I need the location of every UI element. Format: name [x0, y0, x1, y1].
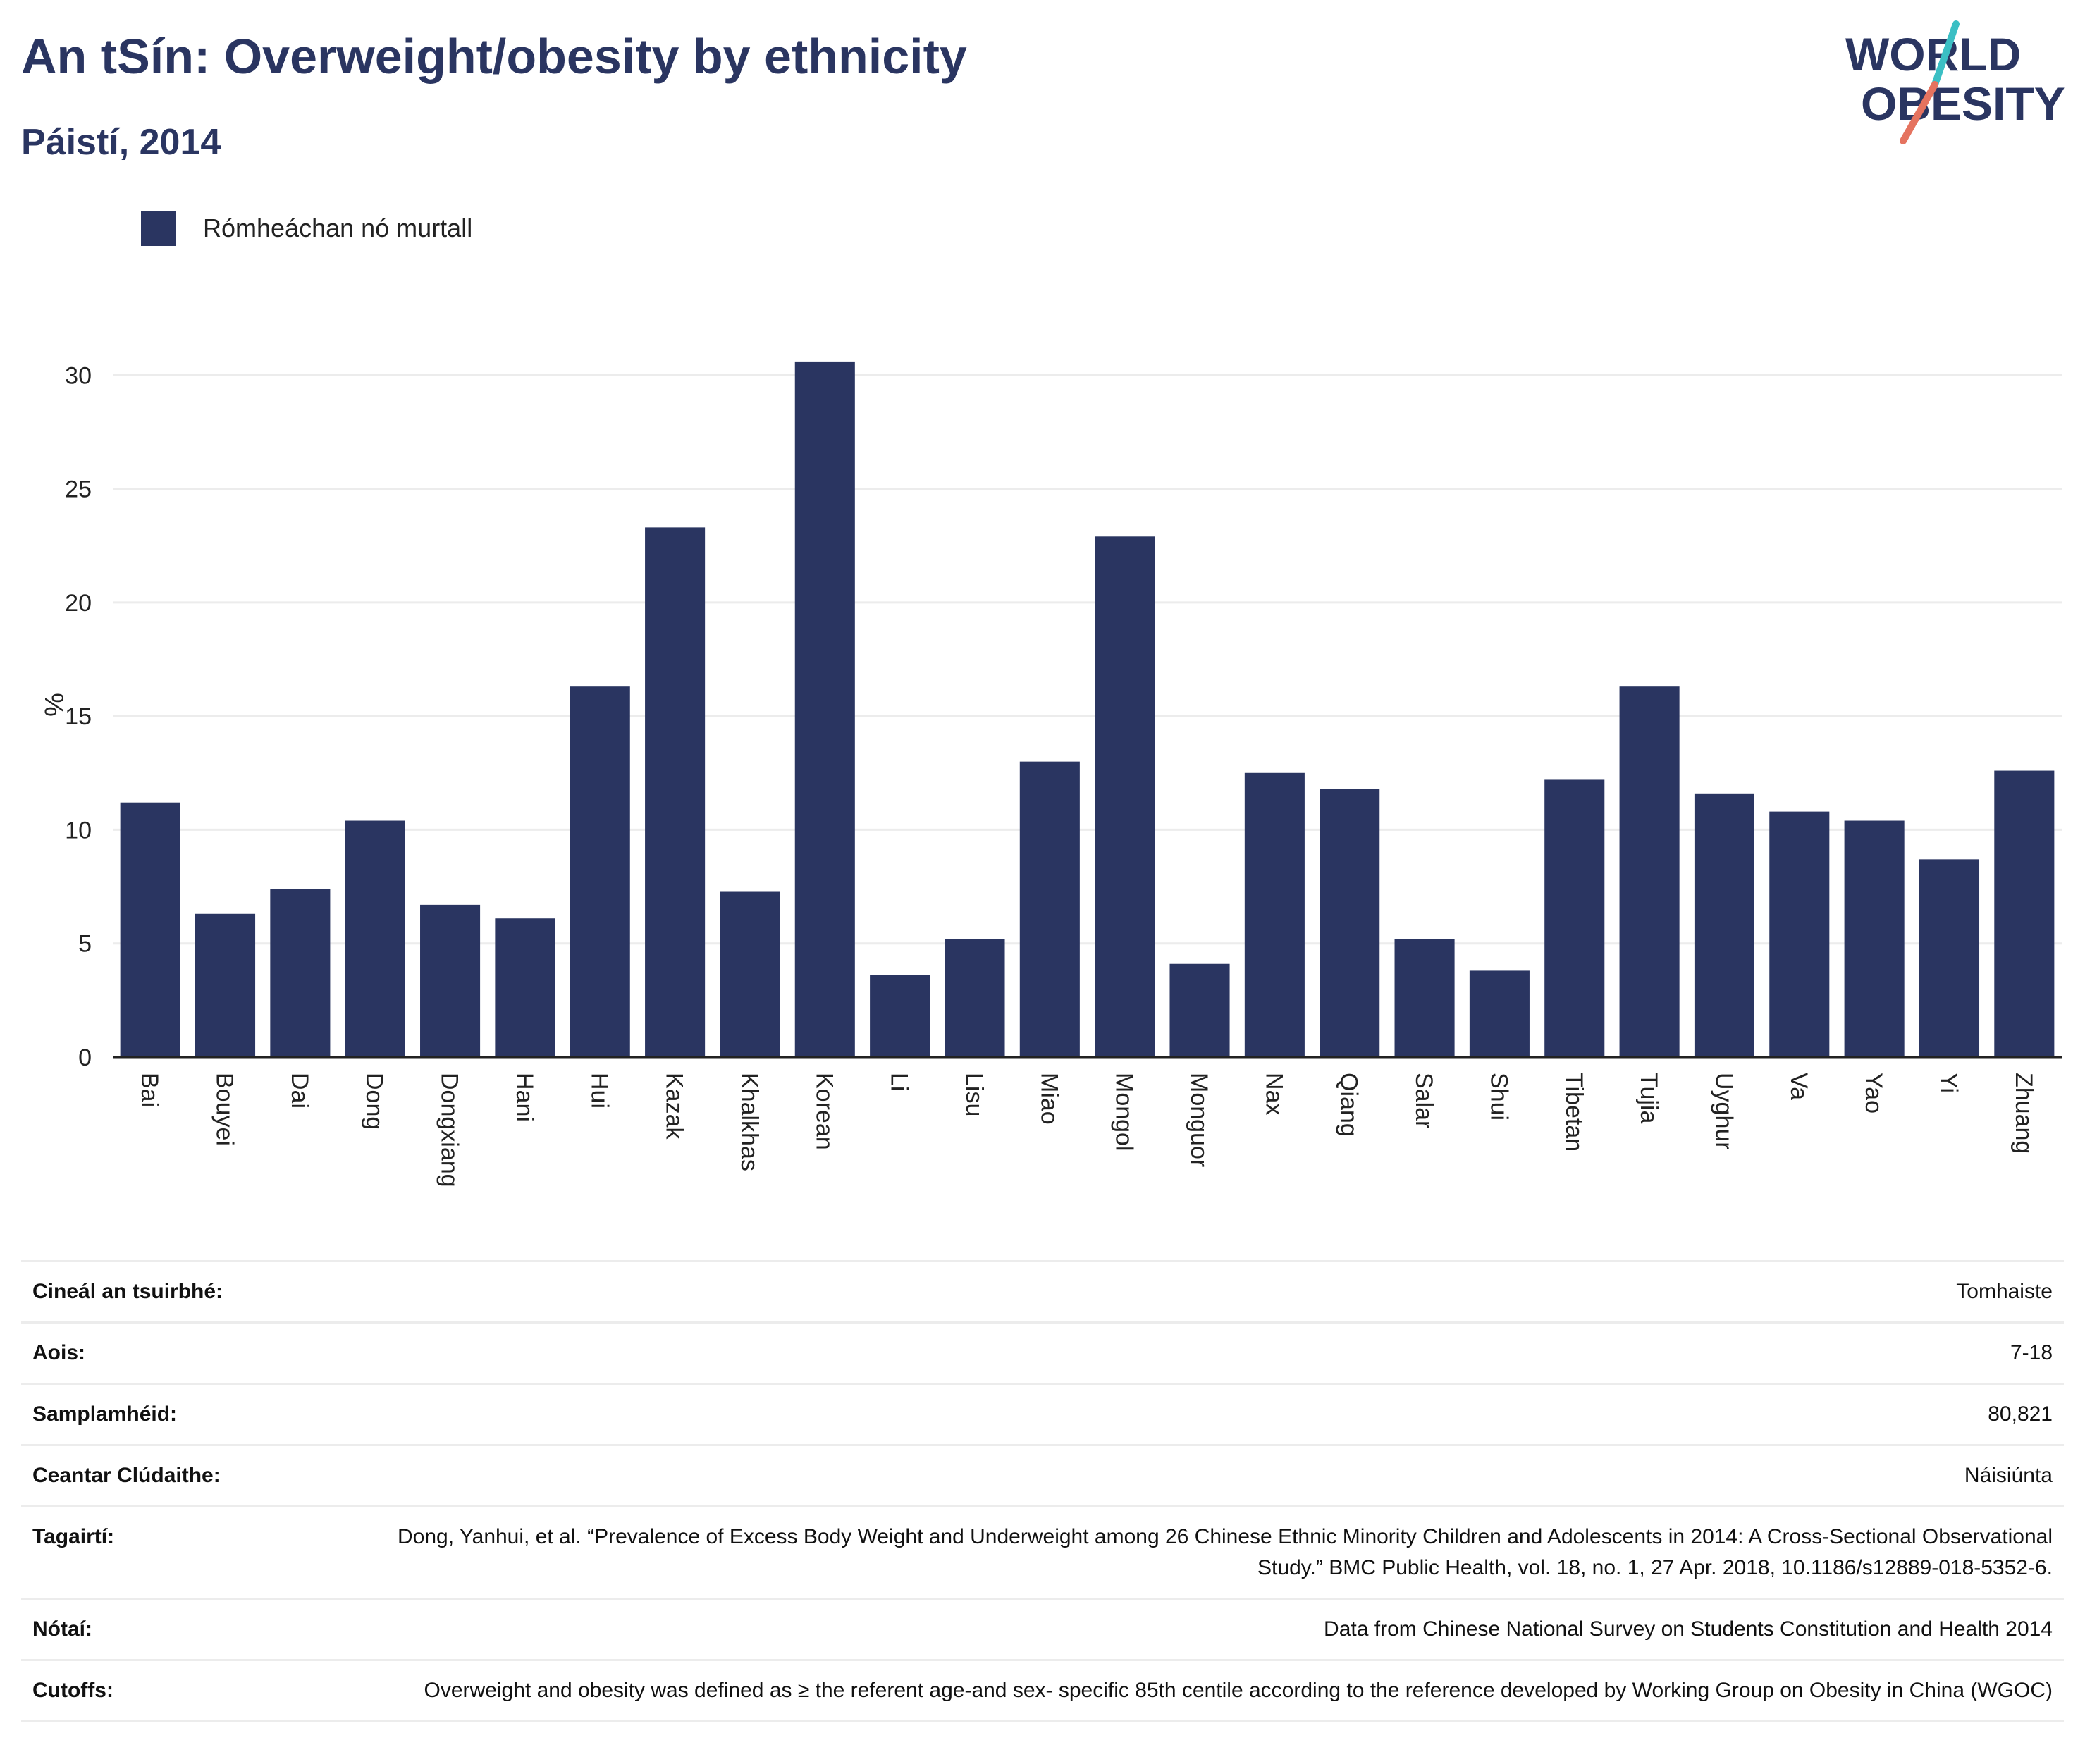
bar-khalkhas: [720, 891, 780, 1057]
chart-subtitle: Páistí, 2014: [21, 122, 221, 163]
info-value: Data from Chinese National Survey on Stu…: [340, 1598, 2064, 1660]
x-tick-label: Bai: [136, 1073, 163, 1107]
bar-dongxiang: [420, 904, 481, 1057]
bar-chart: 0 5 10 15 20 25 30% Bai Bouyei Dai Dong Dongxiang Ha…: [39, 361, 2062, 1188]
logo-text-world: WORLD: [1845, 28, 2021, 80]
info-value: 80,821: [340, 1383, 2064, 1445]
bar-kazak: [645, 527, 706, 1057]
bar-lisu: [945, 939, 1005, 1057]
info-label: Ceantar Clúdaithe:: [21, 1444, 340, 1507]
bar-korean: [794, 361, 855, 1057]
x-tick-label: Yi: [1935, 1073, 1962, 1093]
bar-yi: [1919, 859, 1980, 1057]
y-axis-label: %: [39, 693, 68, 717]
bar-tibetan: [1544, 779, 1605, 1057]
logo-slash-coral: [1900, 81, 1938, 144]
y-tick-label: 0: [78, 1044, 92, 1071]
bar-dong: [345, 820, 405, 1057]
x-tick-label: Shui: [1485, 1073, 1512, 1121]
x-tick-label: Bouyei: [211, 1073, 238, 1146]
x-tick-label: Dongxiang: [436, 1073, 463, 1188]
info-label: Samplamhéid:: [21, 1383, 340, 1445]
info-value: Tomhaiste: [340, 1260, 2064, 1323]
bar-uyghur: [1694, 793, 1754, 1057]
bar-salar: [1394, 939, 1455, 1057]
y-tick-label: 15: [65, 703, 92, 730]
bar-yao: [1844, 820, 1905, 1057]
y-tick-label: 20: [65, 590, 92, 617]
bar-miao: [1019, 761, 1080, 1057]
legend-swatch: [141, 211, 176, 246]
x-tick-label: Khalkhas: [736, 1073, 763, 1171]
y-tick-label: 5: [78, 931, 92, 958]
info-label: Cineál an tsuirbhé:: [21, 1260, 340, 1323]
x-tick-label: Hui: [586, 1073, 613, 1109]
y-tick-label: 10: [65, 817, 92, 844]
x-tick-label: Li: [886, 1073, 913, 1091]
bar-mongol: [1095, 536, 1155, 1057]
info-value: 7-18: [340, 1321, 2064, 1384]
bar-hui: [570, 686, 630, 1057]
logo-text-obesity: OBESITY: [1861, 78, 2065, 130]
bar-li: [870, 975, 930, 1057]
x-tick-label: Dai: [286, 1073, 313, 1109]
info-label: Nótaí:: [21, 1598, 340, 1660]
x-tick-label: Qiang: [1336, 1073, 1363, 1137]
info-label: Tagairtí:: [21, 1505, 340, 1599]
bar-zhuang: [1994, 770, 2055, 1057]
x-tick-label: Uyghur: [1710, 1073, 1737, 1150]
x-tick-label: Miao: [1035, 1073, 1062, 1125]
info-row: Tagairtí: Dong, Yanhui, et al. “Prevalenc…: [21, 1505, 2064, 1599]
x-tick-label: Lisu: [961, 1073, 988, 1116]
x-tick-label: Zhuang: [2010, 1073, 2037, 1154]
bar-bai: [120, 802, 180, 1057]
info-row: Aois: 7-18: [21, 1321, 2064, 1384]
bar-shui: [1469, 970, 1530, 1057]
bar-bouyei: [195, 913, 256, 1057]
world-obesity-logo: WORLD OBESITY: [1845, 20, 2065, 144]
logo-slash-teal: [1931, 20, 1960, 88]
info-row: Cutoffs: Overweight and obesity was defin…: [21, 1659, 2064, 1722]
y-tick-label: 30: [65, 362, 92, 389]
bar-tujia: [1619, 686, 1680, 1057]
survey-info-table: Cineál an tsuirbhé: Tomhaiste Aois: 7-18 Sam…: [21, 1260, 2064, 1722]
bar-hani: [495, 918, 555, 1057]
x-tick-label: Tibetan: [1561, 1073, 1587, 1152]
legend-label: Rómheáchan nó murtall: [203, 214, 473, 242]
x-tick-label: Nax: [1260, 1073, 1287, 1115]
bar-monguor: [1169, 963, 1230, 1057]
x-tick-label: Monguor: [1186, 1073, 1212, 1167]
x-tick-label: Kazak: [661, 1073, 688, 1140]
info-row: Nótaí: Data from Chinese National Survey …: [21, 1598, 2064, 1660]
x-tick-label: Salar: [1410, 1073, 1437, 1128]
info-row: Cineál an tsuirbhé: Tomhaiste: [21, 1260, 2064, 1323]
x-tick-label: Yao: [1860, 1073, 1887, 1114]
info-value: Dong, Yanhui, et al. “Prevalence of Exce…: [340, 1505, 2064, 1599]
x-tick-label: Korean: [811, 1073, 837, 1150]
legend: Rómheáchan nó murtall: [141, 210, 472, 247]
bar-dai: [270, 889, 331, 1057]
info-value: Overweight and obesity was defined as ≥ …: [340, 1659, 2064, 1722]
y-tick-label: 25: [65, 476, 92, 503]
info-row: Samplamhéid: 80,821: [21, 1383, 2064, 1445]
x-tick-label: Mongol: [1111, 1073, 1138, 1152]
bar-qiang: [1320, 789, 1380, 1057]
x-tick-label: Tujia: [1635, 1073, 1662, 1124]
info-value: Náisiúnta: [340, 1444, 2064, 1507]
info-label: Cutoffs:: [21, 1659, 340, 1722]
info-label: Aois:: [21, 1321, 340, 1384]
x-tick-label: Dong: [361, 1073, 388, 1130]
chart-title: An tSín: Overweight/obesity by ethnicity: [21, 29, 967, 84]
x-tick-label: Va: [1785, 1073, 1812, 1100]
info-row: Ceantar Clúdaithe: Náisiúnta: [21, 1444, 2064, 1507]
bar-nax: [1244, 772, 1305, 1057]
x-tick-label: Hani: [511, 1073, 538, 1122]
bar-va: [1769, 811, 1830, 1057]
